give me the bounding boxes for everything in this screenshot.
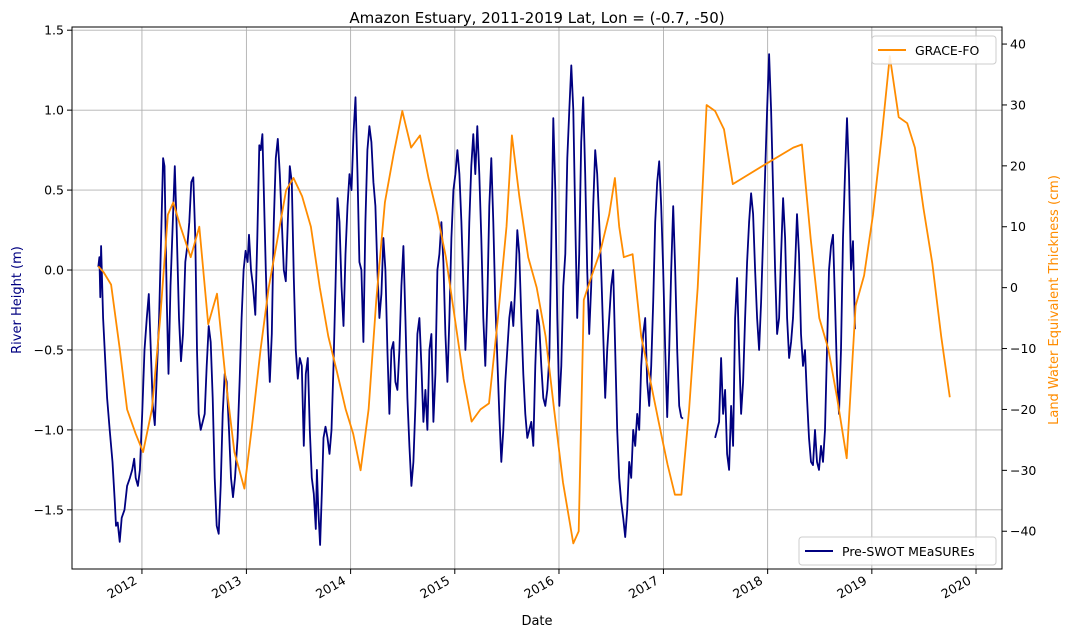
- legend-pre-swot-box: [798, 536, 997, 566]
- y-tick-label-right: 10: [1010, 219, 1026, 234]
- frame-layer: [71, 26, 1003, 570]
- y-tick-label-right: −40: [1010, 524, 1036, 539]
- x-axis-title: Date: [521, 614, 552, 629]
- y-tick-label-right: −20: [1010, 402, 1036, 417]
- legend-grace-fo-label: GRACE-FO: [915, 43, 980, 58]
- y-tick-label-right: 40: [1010, 37, 1026, 52]
- y-tick-label-left: 1.5: [44, 23, 64, 38]
- y-tick-label-right: 0: [1010, 280, 1018, 295]
- y-tick-label-right: −10: [1010, 341, 1036, 356]
- series-line-grace-fo: [97, 55, 951, 545]
- y-tick-label-left: 1.0: [44, 103, 64, 118]
- legend-pre-swot: Pre-SWOT MEaSUREs: [798, 536, 997, 566]
- legend-grace-fo: GRACE-FO: [871, 35, 997, 65]
- legend-pre-swot-label: Pre-SWOT MEaSUREs: [842, 544, 975, 559]
- y-tick-label-right: 20: [1010, 158, 1026, 173]
- y-tick-label-right: 30: [1010, 97, 1026, 112]
- y-axis-title-left: River Height (m): [10, 246, 25, 354]
- series-line-pre-swot-measures: [714, 53, 856, 471]
- y-axis-title-right: Land Water Equivalent Thickness (cm): [1047, 175, 1062, 425]
- grid-layer: [72, 27, 1002, 569]
- y-tick-label-right: −30: [1010, 463, 1036, 478]
- plot-frame: [71, 26, 1003, 570]
- series-layer: [97, 53, 951, 546]
- y-tick-label-left: −0.5: [34, 342, 64, 357]
- y-tick-label-left: 0.5: [44, 183, 64, 198]
- y-tick-label-left: −1.0: [34, 422, 64, 437]
- chart-title: Amazon Estuary, 2011-2019 Lat, Lon = (-0…: [349, 9, 724, 27]
- series-line-pre-swot-measures: [97, 64, 684, 546]
- y-tick-label-left: −1.5: [34, 502, 64, 517]
- legend-grace-fo-box: [871, 35, 997, 65]
- y-tick-label-left: 0.0: [44, 263, 64, 278]
